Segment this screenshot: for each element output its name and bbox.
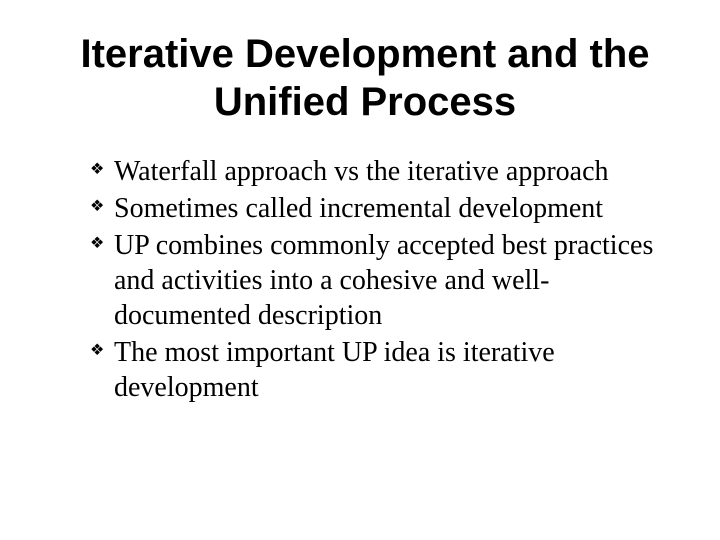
bullet-icon: ❖ (90, 341, 104, 361)
list-item: ❖ Sometimes called incremental developme… (90, 191, 660, 226)
bullet-icon: ❖ (90, 197, 104, 217)
list-item: ❖ Waterfall approach vs the iterative ap… (90, 154, 660, 189)
bullet-list: ❖ Waterfall approach vs the iterative ap… (70, 154, 660, 405)
bullet-text: UP combines commonly accepted best pract… (114, 230, 653, 331)
list-item: ❖ The most important UP idea is iterativ… (90, 335, 660, 405)
bullet-icon: ❖ (90, 234, 104, 254)
bullet-text: Waterfall approach vs the iterative appr… (114, 156, 609, 187)
bullet-icon: ❖ (90, 160, 104, 180)
slide-title: Iterative Development and the Unified Pr… (70, 30, 660, 126)
bullet-text: The most important UP idea is iterative … (114, 337, 555, 403)
bullet-text: Sometimes called incremental development (114, 193, 603, 224)
list-item: ❖ UP combines commonly accepted best pra… (90, 228, 660, 333)
